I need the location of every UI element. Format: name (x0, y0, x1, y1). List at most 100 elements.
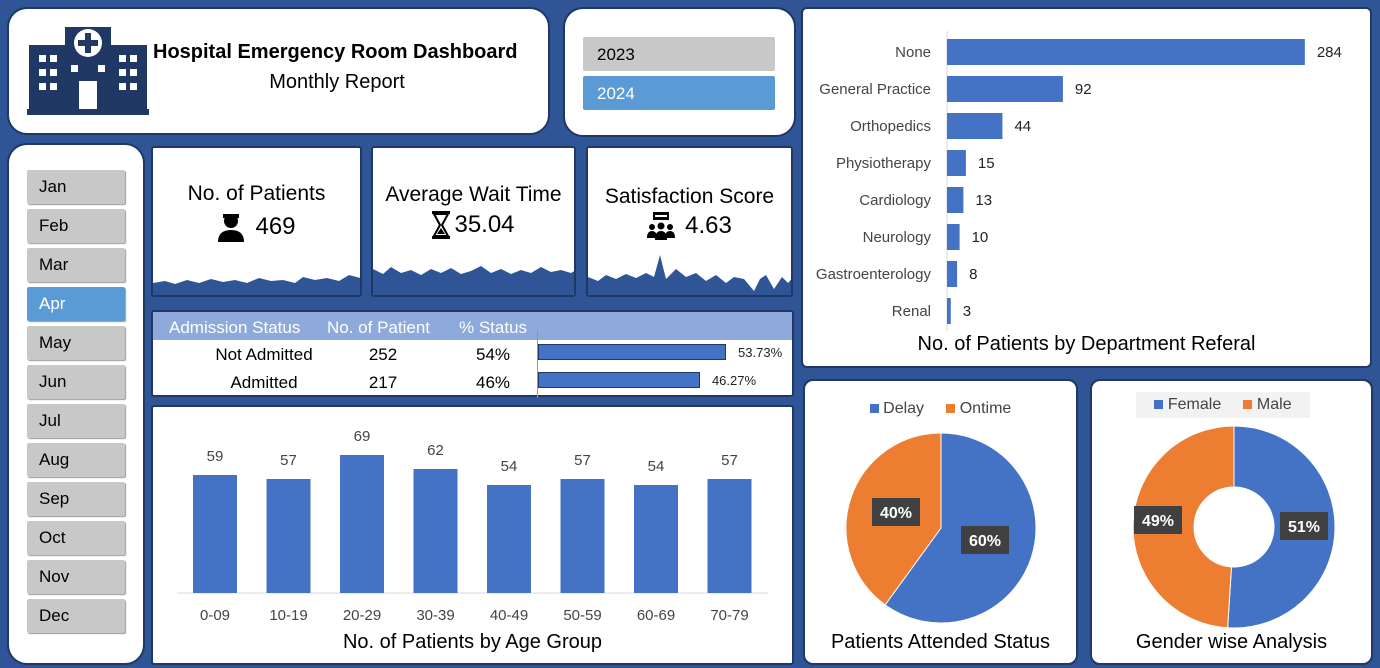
month-button-may[interactable]: May (27, 326, 125, 360)
department-bar (947, 113, 1003, 139)
month-button-mar[interactable]: Mar (27, 248, 125, 282)
page-subtitle: Monthly Report (269, 71, 405, 93)
kpi-satisfaction-sparkline (588, 255, 791, 295)
year-button-2024[interactable]: 2024 (583, 76, 775, 110)
department-category-label: Gastroenterology (816, 266, 932, 283)
year-slicer: 2023 2024 (563, 7, 796, 137)
month-button-nov[interactable]: Nov (27, 560, 125, 594)
gender-donut: 51% 49% (1132, 425, 1336, 629)
axis-line (537, 330, 538, 398)
kpi-patients-sparkline (153, 275, 360, 295)
pie-slice-male (1132, 425, 1235, 629)
age-category-label: 50-59 (563, 607, 601, 624)
month-button-apr[interactable]: Apr (27, 287, 125, 321)
department-chart-card: None 284 General Practice 92 Orthopedics 44 Ph… (801, 7, 1372, 368)
admission-bar (538, 344, 727, 360)
age-category-label: 40-49 (490, 607, 528, 624)
kpi-patients-value: 469 (255, 213, 296, 240)
month-button-oct[interactable]: Oct (27, 521, 125, 555)
age-value-label: 59 (207, 448, 224, 465)
department-bar (947, 261, 958, 287)
kpi-satisfaction-value: 4.63 (685, 212, 732, 239)
department-value-label: 10 (972, 229, 989, 246)
admission-bar-label: 46.27% (711, 373, 757, 388)
age-group-chart-card: 59 0-09 57 10-19 69 20-29 62 30-39 54 40-49 57 50-5… (151, 405, 794, 665)
attended-pie: 60% 40% (845, 432, 1037, 624)
pie-value-label: 51% (1288, 519, 1320, 536)
age-bar (634, 485, 678, 593)
department-value-label: 3 (963, 303, 971, 320)
kpi-patients-card: No. of Patients 469 (151, 146, 362, 297)
admission-header: Admission Status No. of Patient % Status (153, 312, 792, 340)
department-category-label: Renal (892, 303, 931, 320)
gender-chart-title: Gender wise Analysis (1135, 631, 1328, 653)
department-category-label: Physiotherapy (836, 155, 932, 172)
pie-value-box (961, 526, 1009, 554)
attended-legend: Delay Ontime (805, 400, 1076, 418)
department-value-label: 13 (975, 192, 992, 209)
legend-label-female: Female (1167, 396, 1222, 413)
age-value-label: 57 (280, 452, 297, 469)
hospital-icon (27, 27, 149, 115)
department-chart: None 284 General Practice 92 Orthopedics 44 Ph… (816, 31, 1342, 331)
month-button-dec[interactable]: Dec (27, 599, 125, 633)
month-button-aug[interactable]: Aug (27, 443, 125, 477)
kpi-satisfaction-card: Satisfaction Score 4.63 (586, 146, 793, 297)
pie-value-box (872, 498, 920, 526)
month-button-jun[interactable]: Jun (27, 365, 125, 399)
gender-legend: Female Male (1136, 392, 1310, 418)
age-value-label: 57 (721, 452, 738, 469)
attended-chart-card: Delay Ontime 60% 40% Patients Attended St… (803, 379, 1078, 665)
age-bar (707, 479, 752, 593)
admission-bar-label: 53.73% (738, 345, 783, 360)
age-bar (193, 475, 237, 593)
gender-chart-card: Female Male 51% 49% Gender wise Analysis (1090, 379, 1373, 665)
person-icon (218, 214, 245, 242)
department-chart-title: No. of Patients by Department Referal (917, 333, 1256, 355)
age-chart-title: No. of Patients by Age Group (342, 631, 603, 653)
pie-value-label: 49% (1142, 513, 1174, 530)
pie-value-box (1134, 506, 1182, 534)
audience-icon (647, 212, 676, 240)
pie-value-box (1280, 512, 1328, 540)
kpi-wait-value: 35.04 (454, 211, 515, 238)
department-category-label: None (895, 44, 931, 61)
age-category-label: 30-39 (416, 607, 454, 624)
admission-count-cell: 217 (368, 373, 398, 392)
age-category-label: 10-19 (269, 607, 307, 624)
month-button-jul[interactable]: Jul (27, 404, 125, 438)
age-bar (340, 455, 384, 593)
department-bar (947, 39, 1305, 65)
age-category-label: 60-69 (637, 607, 675, 624)
header-panel: Hospital Emergency Room Dashboard Monthl… (7, 7, 550, 135)
age-value-label: 54 (501, 458, 518, 475)
month-slicer: Jan Feb Mar Apr May Jun Jul Aug Sep Oct Nov Dec (7, 143, 145, 665)
department-bar (947, 187, 964, 213)
kpi-wait-card: Average Wait Time 35.04 (371, 146, 576, 297)
legend-swatch-female (1154, 400, 1164, 409)
department-bar (947, 76, 1063, 102)
age-bar (560, 479, 605, 593)
age-value-label: 54 (648, 458, 665, 475)
admission-table: Admission Status No. of Patient % Status… (151, 310, 794, 398)
admission-status-cell: Admitted (230, 373, 298, 392)
department-value-label: 92 (1075, 81, 1092, 98)
legend-swatch-delay (869, 404, 879, 413)
legend-swatch-ontime (946, 404, 956, 413)
month-button-sep[interactable]: Sep (27, 482, 125, 516)
year-button-2023[interactable]: 2023 (583, 37, 775, 71)
hourglass-icon (432, 211, 451, 239)
kpi-wait-sparkline (373, 266, 574, 295)
department-bar (947, 298, 951, 324)
admission-pct-cell: 46% (475, 373, 511, 392)
department-value-label: 284 (1317, 44, 1342, 61)
attended-chart-title: Patients Attended Status (830, 631, 1051, 653)
month-button-jan[interactable]: Jan (27, 170, 125, 204)
legend-label-delay: Delay (883, 400, 925, 417)
admission-status-cell: Not Admitted (215, 345, 313, 364)
kpi-patients-title: No. of Patients (187, 182, 326, 205)
age-bar (266, 479, 311, 593)
department-value-label: 8 (969, 266, 977, 283)
kpi-satisfaction-title: Satisfaction Score (604, 185, 775, 208)
month-button-feb[interactable]: Feb (27, 209, 125, 243)
